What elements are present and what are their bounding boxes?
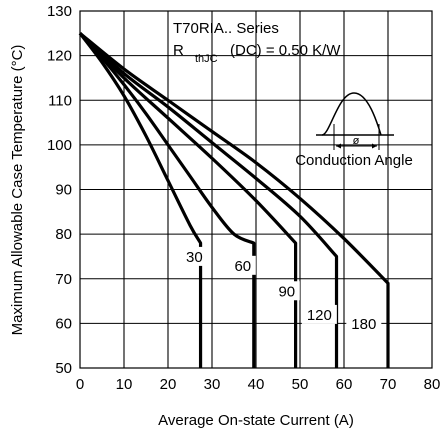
curve-label-120: 120 bbox=[307, 307, 332, 324]
rthjc-subscript: thJC bbox=[195, 53, 218, 65]
x-tick-labels: 0 10 20 30 40 50 60 70 80 bbox=[76, 376, 441, 393]
series-line-180 bbox=[78, 32, 390, 368]
curve-label-180: 180 bbox=[351, 316, 376, 333]
plot-frame bbox=[79, 10, 433, 369]
grid bbox=[80, 11, 432, 368]
rthjc-value: (DC) = 0.50 K/W bbox=[230, 42, 341, 59]
curve-label-bg bbox=[273, 281, 300, 301]
x-tick-label: 10 bbox=[116, 376, 133, 393]
x-tick-label: 30 bbox=[204, 376, 221, 393]
curve-label-90: 90 bbox=[278, 283, 295, 300]
y-tick-label: 110 bbox=[48, 92, 72, 109]
curve-label-bg bbox=[301, 304, 337, 324]
y-tick-label: 70 bbox=[55, 271, 72, 288]
curve-labels: 30 60 90 120 180 bbox=[181, 246, 382, 333]
curve-label-60: 60 bbox=[234, 258, 251, 275]
x-tick-label: 40 bbox=[248, 376, 265, 393]
y-tick-label: 130 bbox=[47, 3, 72, 20]
conduction-angle-diagram: ø Conduction Angle bbox=[295, 92, 413, 169]
x-tick-label: 80 bbox=[424, 376, 441, 393]
x-tick-label: 70 bbox=[380, 376, 397, 393]
y-tick-label: 100 bbox=[47, 137, 72, 154]
y-tick-label: 80 bbox=[55, 226, 72, 243]
x-tick-label: 50 bbox=[292, 376, 309, 393]
inset-arrow-right bbox=[372, 143, 377, 149]
series-line-90 bbox=[78, 32, 298, 368]
inset-waveform bbox=[321, 92, 382, 136]
curve-label-bg bbox=[229, 255, 256, 275]
y-tick-label: 60 bbox=[55, 315, 72, 332]
y-tick-label: 50 bbox=[55, 360, 72, 377]
x-axis-label: Average On-state Current (A) bbox=[158, 412, 354, 429]
series-line-30 bbox=[78, 32, 203, 368]
y-axis-label: Maximum Allowable Case Temperature (°C) bbox=[9, 45, 26, 336]
curve-label-30: 30 bbox=[186, 249, 203, 266]
inset-arrow-left bbox=[336, 143, 341, 149]
series-line-60 bbox=[78, 32, 256, 368]
series-line-120 bbox=[78, 32, 339, 368]
series-lines bbox=[78, 32, 390, 368]
x-tick-label: 0 bbox=[76, 376, 84, 393]
curve-label-bg bbox=[181, 246, 208, 266]
x-tick-label: 60 bbox=[336, 376, 353, 393]
inset-angle-symbol: ø bbox=[353, 135, 360, 147]
y-tick-labels: 50 60 70 80 90 100 110 120 130 bbox=[47, 3, 72, 377]
conduction-angle-label: Conduction Angle bbox=[295, 152, 413, 169]
curve-label-bg bbox=[346, 313, 382, 333]
x-tick-label: 20 bbox=[160, 376, 177, 393]
series-annotation: T70RIA.. Series bbox=[173, 20, 279, 37]
y-tick-label: 90 bbox=[55, 182, 72, 199]
rthjc-r-label: R bbox=[173, 42, 184, 59]
y-tick-label: 120 bbox=[47, 48, 72, 65]
